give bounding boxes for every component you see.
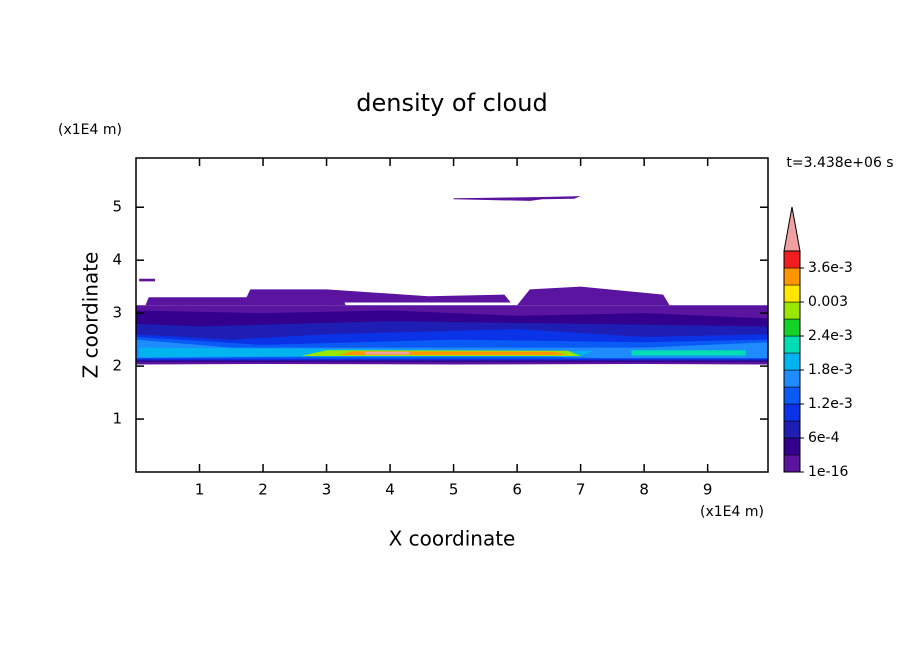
x-unit: (x1E4 m) [700, 504, 764, 520]
colorbar-tick-label: 2.4e-3 [808, 328, 853, 344]
y-tick-label: 2 [112, 357, 122, 375]
colorbar-band [783, 284, 801, 303]
colorbar-tick-label: 6e-4 [808, 430, 840, 446]
x-tick-label: 3 [322, 481, 332, 499]
colorbar-frame [783, 250, 801, 473]
y-tick-label: 4 [112, 251, 122, 269]
x-tick-label: 7 [576, 481, 586, 499]
colorbar-tick-label: 1.8e-3 [808, 362, 853, 378]
colorbar-band [783, 386, 801, 405]
x-tick-label: 4 [385, 481, 395, 499]
contour-region [517, 286, 670, 306]
x-axis-label: X coordinate [389, 527, 516, 551]
contour-region [243, 289, 511, 303]
y-tick-label: 5 [112, 198, 122, 216]
colorbar-band [783, 437, 801, 456]
colorbar-band [783, 369, 801, 388]
y-axis-label: Z coordinate [79, 252, 103, 379]
colorbar-band [783, 267, 801, 286]
contour-region [364, 351, 410, 355]
colorbar-band [783, 335, 801, 354]
colorbar-band [783, 352, 801, 371]
x-tick-label: 2 [258, 481, 268, 499]
x-tick-label: 8 [639, 481, 649, 499]
colorbar-tick-label: 1.2e-3 [808, 396, 853, 412]
contour-region [453, 196, 581, 201]
colorbar-tick-label: 3.6e-3 [808, 260, 853, 276]
contour-region [139, 278, 156, 282]
x-tick-label: 1 [195, 481, 205, 499]
y-tick-label: 3 [112, 304, 122, 322]
colorbar-over [783, 206, 801, 252]
chart-title: density of cloud [356, 89, 547, 117]
time-annotation: t=3.438e+06 s [786, 155, 893, 171]
y-tick-label: 1 [112, 410, 122, 428]
contour-region [631, 350, 746, 356]
y-unit: (x1E4 m) [58, 122, 122, 138]
colorbar-band [783, 250, 801, 269]
x-tick-label: 6 [512, 481, 522, 499]
x-tick-label: 5 [449, 481, 459, 499]
colorbar-band [783, 301, 801, 320]
colorbar-band [783, 420, 801, 439]
x-tick-label: 9 [703, 481, 713, 499]
colorbar-tick-label: 1e-16 [808, 464, 848, 480]
colorbar-band [783, 454, 801, 473]
colorbar-tick-label: 0.003 [808, 294, 848, 310]
plot-frame [135, 157, 769, 473]
colorbar-band [783, 403, 801, 422]
colorbar-band [783, 318, 801, 337]
